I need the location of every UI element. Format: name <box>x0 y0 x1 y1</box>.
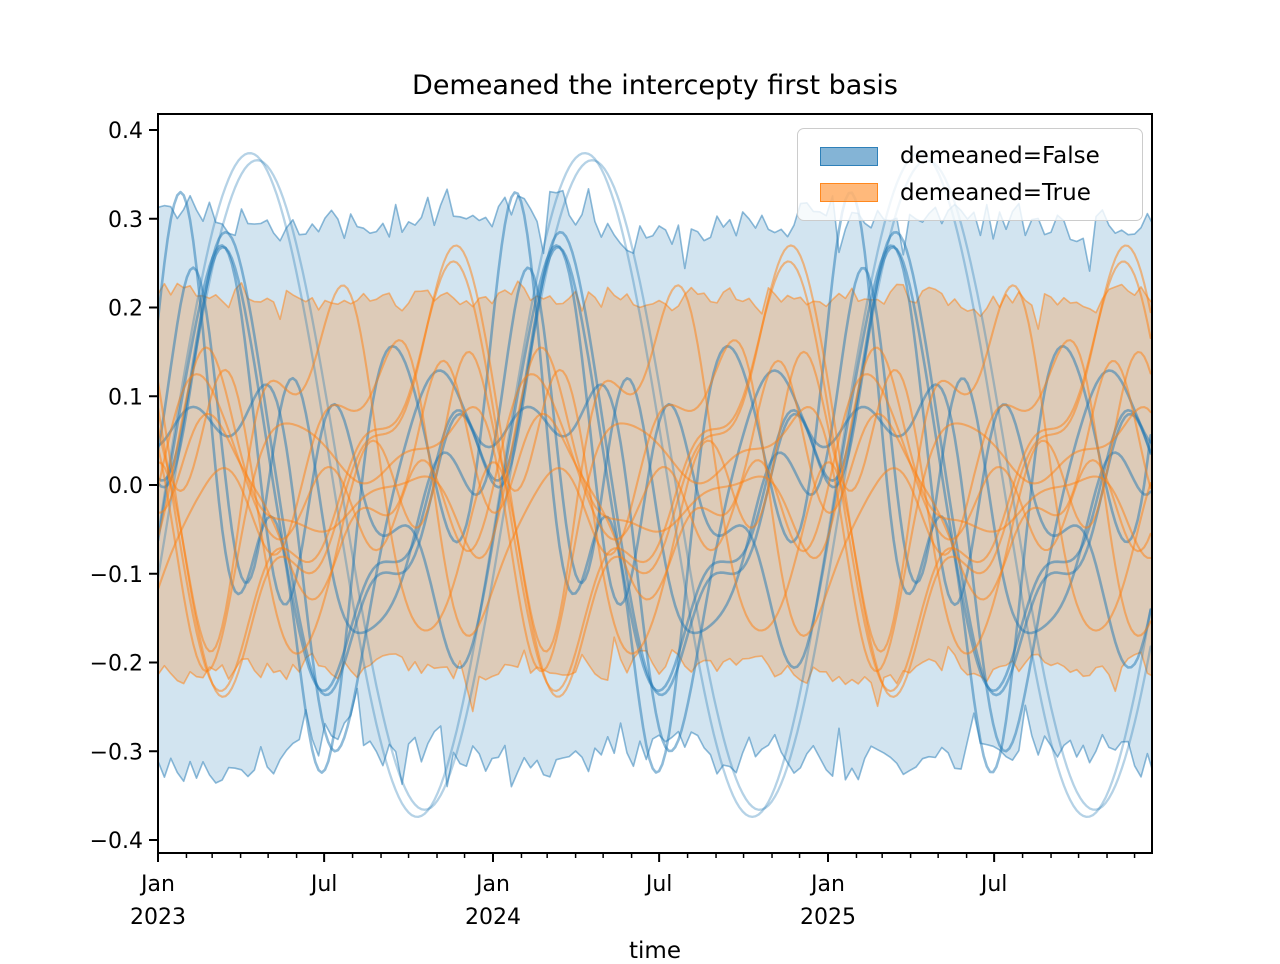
legend-item-demeaned-true: demeaned=True <box>810 180 1130 206</box>
legend-label-demeaned-false: demeaned=False <box>900 143 1100 170</box>
y-tick-label: 0.4 <box>108 119 143 144</box>
legend-swatch-orange <box>820 183 878 203</box>
x-tick-label: Jul <box>979 872 1008 897</box>
y-tick-label: −0.3 <box>90 740 143 765</box>
sample-line <box>158 346 1152 560</box>
sample-line <box>158 190 1152 774</box>
sample-line <box>158 359 1152 601</box>
y-tick-label: −0.2 <box>90 652 143 677</box>
y-tick-label: 0.3 <box>108 208 143 233</box>
x-axis-ticks: Jan 2023 Jul Jan 2024 Jul Jan 2025 Jul <box>130 853 1136 930</box>
y-tick-label: 0.2 <box>108 297 143 322</box>
chart-title: Demeaned the intercepty first basis <box>412 70 898 101</box>
sample-line <box>158 244 1152 698</box>
y-tick-label: 0.1 <box>108 385 143 410</box>
x-tick-label: Jan <box>809 872 845 897</box>
axes: 0.4 0.3 0.2 0.1 0.0 −0.1 −0.2 −0.3 −0.4 Jan 2023 Ju… <box>90 113 1153 930</box>
x-tick-label: Jul <box>309 872 338 897</box>
x-tick-label: Jan <box>139 872 175 897</box>
lines-demeaned=False <box>158 151 1152 819</box>
sample-line <box>158 350 1152 655</box>
x-tick-year-label: 2025 <box>800 905 856 930</box>
legend-swatch-blue <box>820 146 878 166</box>
sample-line <box>158 369 1152 753</box>
x-axis-label: time <box>629 938 681 964</box>
legend-label-demeaned-true: demeaned=True <box>900 179 1091 206</box>
sample-line <box>158 266 1152 635</box>
sample-line <box>158 260 1152 693</box>
lines-demeaned=True <box>158 244 1152 698</box>
sample-line <box>158 373 1152 553</box>
x-tick-label: Jul <box>644 872 673 897</box>
y-axis-ticks: 0.4 0.3 0.2 0.1 0.0 −0.1 −0.2 −0.3 −0.4 <box>90 119 158 854</box>
y-tick-label: −0.1 <box>90 563 143 588</box>
y-tick-label: 0.0 <box>108 474 143 499</box>
y-tick-label: −0.4 <box>90 829 143 854</box>
sample-line <box>158 339 1152 637</box>
sample-line <box>158 284 1152 653</box>
legend-item-demeaned-false: demeaned=False <box>810 143 1130 169</box>
x-tick-label: Jan <box>474 872 510 897</box>
legend: demeaned=False demeaned=True <box>797 128 1143 221</box>
sample-lines-layer <box>158 151 1152 819</box>
sample-line <box>158 159 1152 811</box>
x-tick-year-label: 2024 <box>465 905 521 930</box>
x-tick-year-label: 2023 <box>130 905 186 930</box>
